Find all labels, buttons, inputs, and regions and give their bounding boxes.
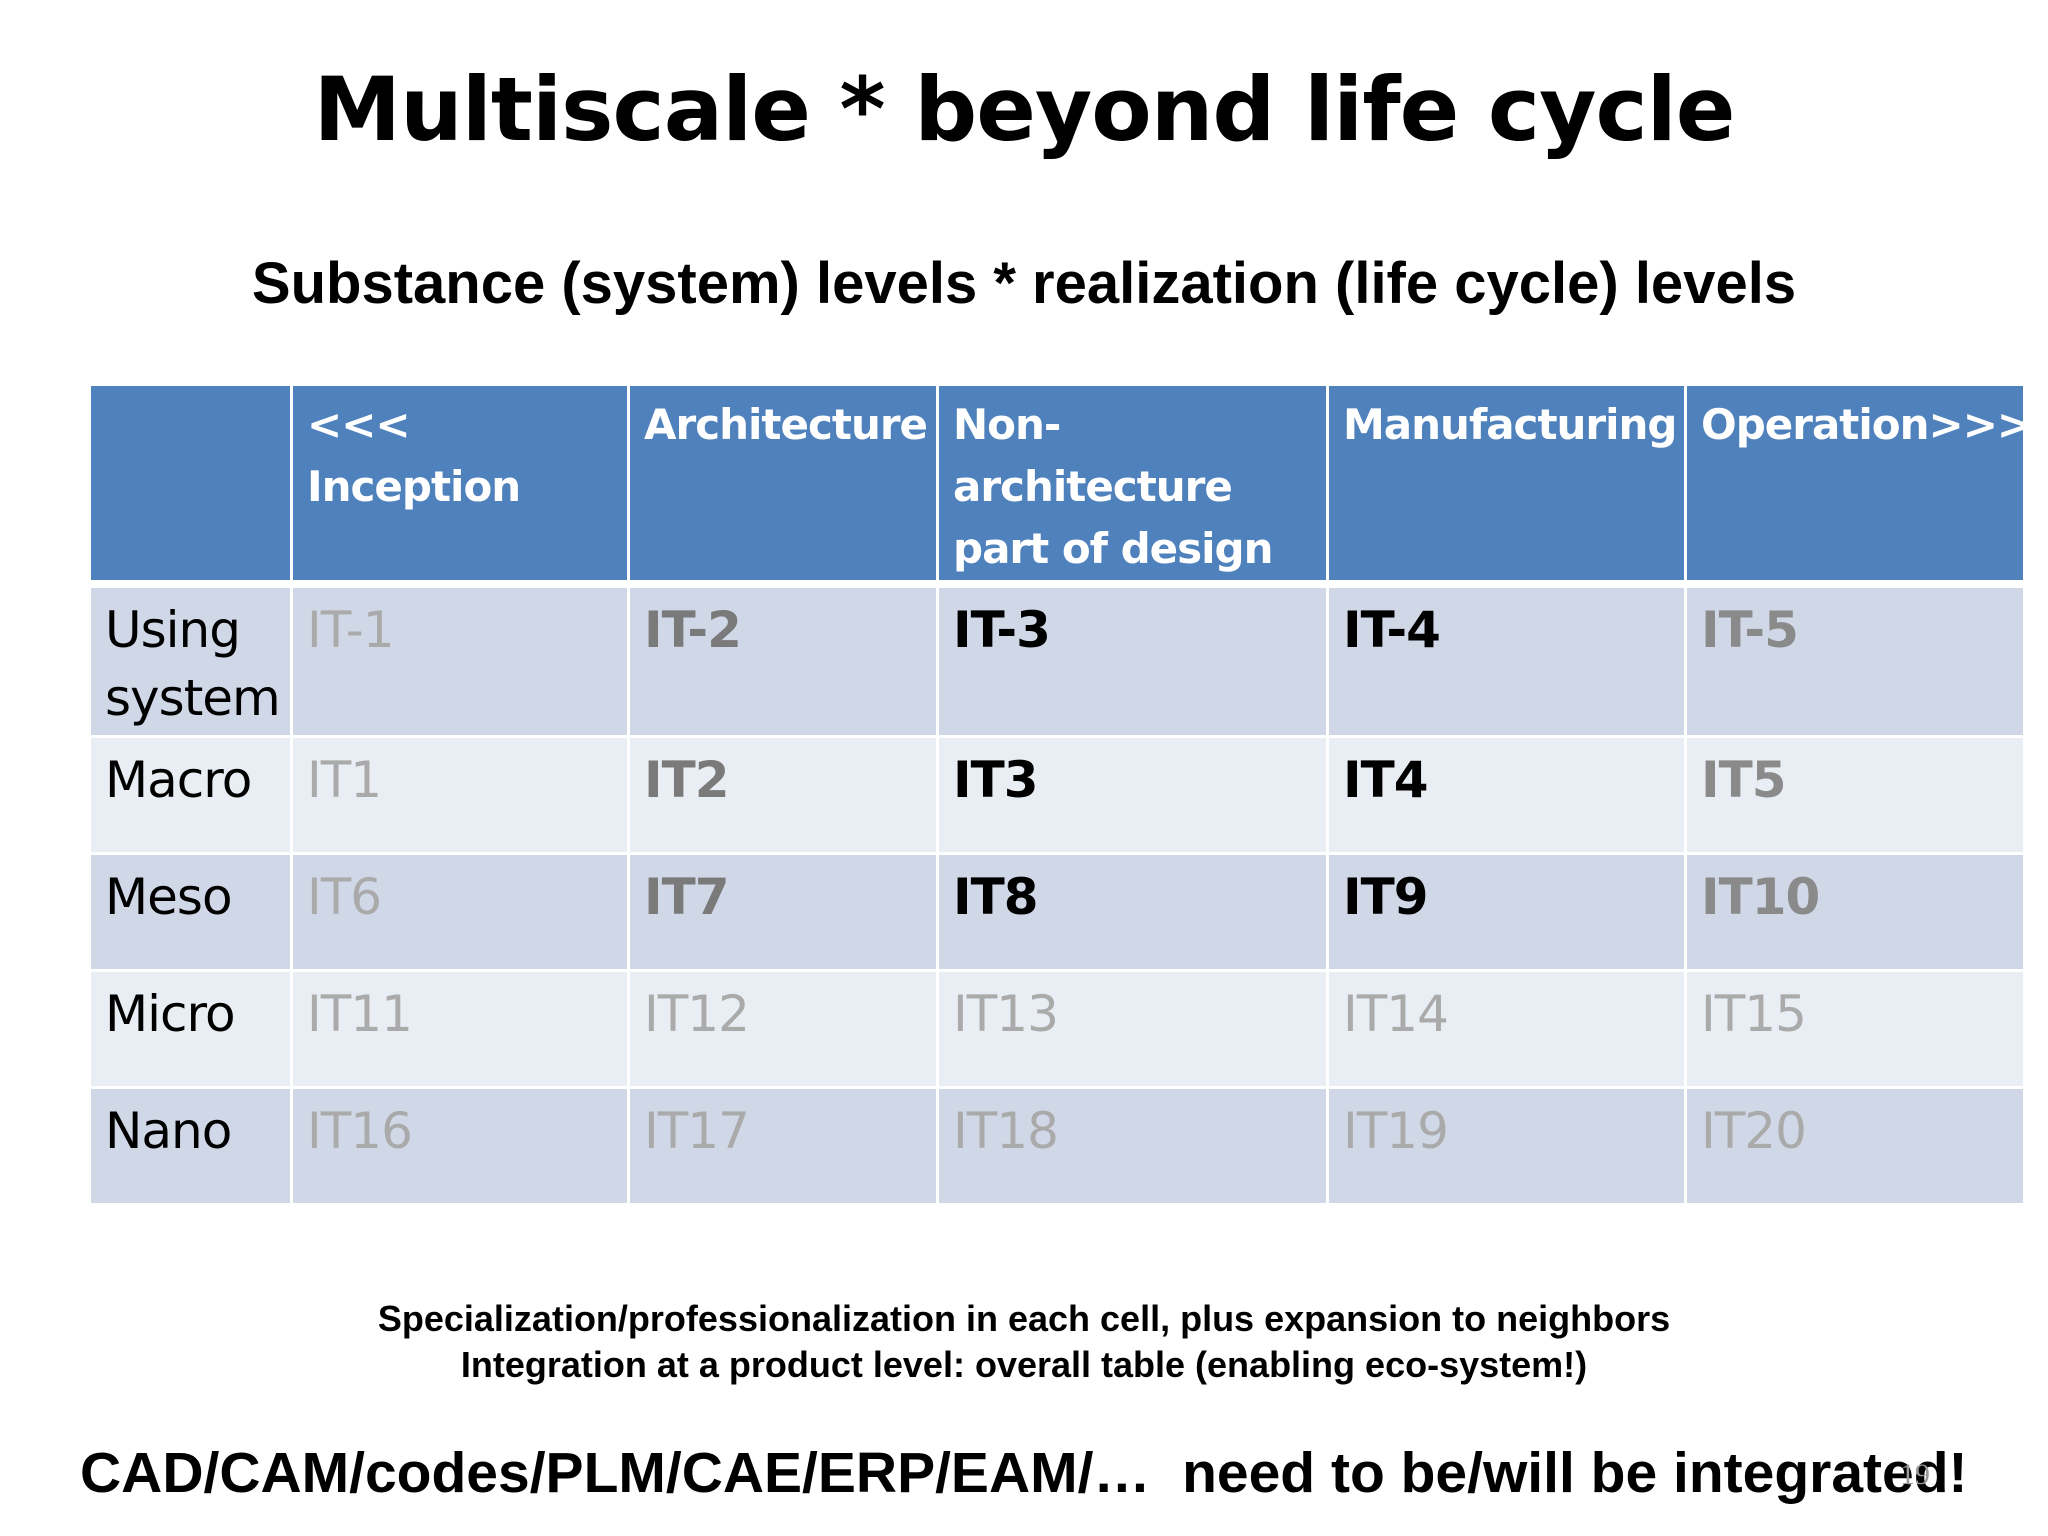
header-non-architecture: Non-architecture part of design	[936, 383, 1329, 588]
table-cell: IT3	[936, 734, 1329, 855]
table-cell: IT5	[1684, 734, 2026, 855]
slide-title: Multiscale * beyond life cycle	[313, 58, 1736, 161]
header-corner	[88, 383, 293, 588]
row-label-macro: Macro	[88, 734, 293, 855]
table-cell: IT2	[627, 734, 939, 855]
row-label-micro: Micro	[88, 968, 293, 1089]
table-row: Nano IT16 IT17 IT18 IT19 IT20	[88, 1085, 2026, 1206]
table-cell: IT19	[1326, 1085, 1687, 1206]
table-cell: IT17	[627, 1085, 939, 1206]
slide-subtitle: Substance (system) levels * realization …	[251, 251, 1797, 316]
table-cell: IT18	[936, 1085, 1329, 1206]
table-cell: IT-4	[1326, 582, 1687, 738]
table-cell: IT15	[1684, 968, 2026, 1089]
table-row: Micro IT11 IT12 IT13 IT14 IT15	[88, 968, 2026, 1089]
table-row: Using system IT-1 IT-2 IT-3 IT-4 IT-5	[88, 582, 2026, 738]
table-header-row: <<< Inception Architecture Non-architect…	[88, 383, 2032, 588]
table-cell: IT4	[1326, 734, 1687, 855]
table-cell: IT8	[936, 851, 1329, 972]
table-cell: IT16	[290, 1085, 630, 1206]
header-inception: <<< Inception	[290, 383, 630, 588]
table-cell: IT9	[1326, 851, 1687, 972]
table-cell: IT10	[1684, 851, 2026, 972]
table-cell: IT20	[1684, 1085, 2026, 1206]
table-cell: IT12	[627, 968, 939, 1089]
multiscale-lifecycle-table: <<< Inception Architecture Non-architect…	[88, 383, 2032, 1206]
table-cell: IT13	[936, 968, 1329, 1089]
row-label-meso: Meso	[88, 851, 293, 972]
table-cell: IT7	[627, 851, 939, 972]
table-cell: IT11	[290, 968, 630, 1089]
row-label-nano: Nano	[88, 1085, 293, 1206]
table-cell: IT-2	[627, 582, 939, 738]
row-label-using-system: Using system	[88, 582, 293, 738]
table-row: Macro IT1 IT2 IT3 IT4 IT5	[88, 734, 2026, 855]
header-architecture: Architecture	[627, 383, 939, 588]
table-cell: IT14	[1326, 968, 1687, 1089]
table-cell: IT1	[290, 734, 630, 855]
header-operation: Operation>>>	[1684, 383, 2032, 588]
table-cell: IT-1	[290, 582, 630, 738]
table-row: Meso IT6 IT7 IT8 IT9 IT10	[88, 851, 2026, 972]
note-specialization: Specialization/professionalization in ea…	[377, 1298, 1671, 1339]
page-number: 19	[1900, 1458, 1930, 1491]
note-integration: Integration at a product level: overall …	[460, 1344, 1588, 1385]
conclusion-statement: CAD/CAM/codes/PLM/CAE/ERP/EAM/… need to …	[80, 1441, 1968, 1505]
table-cell: IT-5	[1684, 582, 2026, 738]
table-cell: IT-3	[936, 582, 1329, 738]
table-cell: IT6	[290, 851, 630, 972]
header-manufacturing: Manufacturing	[1326, 383, 1687, 588]
notes-block: Specialization/professionalization in ea…	[0, 1296, 2048, 1388]
